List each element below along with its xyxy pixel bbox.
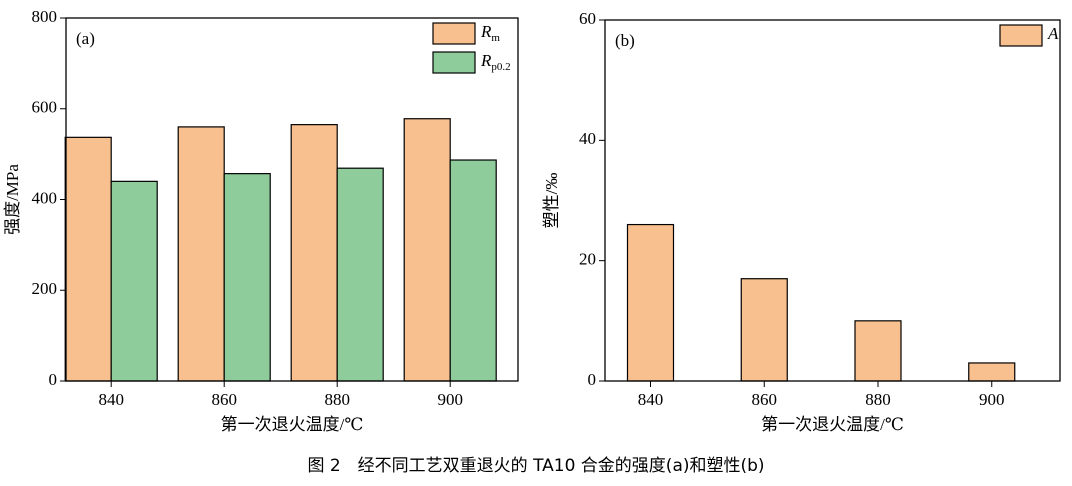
legend-label: A	[1047, 24, 1059, 43]
legend-swatch	[999, 24, 1043, 47]
legend-symbol: R	[480, 22, 492, 41]
bar	[223, 173, 271, 382]
y-axis-label: 强度/MPa	[3, 164, 22, 235]
panel-label: (b)	[615, 31, 635, 50]
legend-symbol: R	[480, 51, 492, 70]
legend-swatch	[432, 51, 476, 74]
y-tick-label: 20	[579, 250, 596, 269]
x-tick-label: 840	[638, 390, 664, 409]
y-tick-label: 60	[579, 9, 596, 28]
bar	[740, 278, 788, 382]
y-tick-label: 0	[588, 370, 597, 389]
legend-subscript: p0.2	[491, 61, 510, 73]
bar	[110, 180, 158, 382]
x-axis-label: 第一次退火温度/℃	[221, 415, 364, 434]
x-tick-label: 900	[437, 390, 463, 409]
bar	[626, 223, 675, 382]
bar	[854, 320, 902, 382]
panel-label: (a)	[76, 29, 95, 48]
y-tick-label: 800	[32, 7, 58, 26]
bar	[177, 126, 225, 382]
bar	[968, 362, 1016, 382]
y-axis-label: 塑性/‰	[542, 173, 561, 229]
y-tick-label: 0	[49, 370, 58, 389]
bar	[290, 124, 338, 382]
x-tick-label: 840	[98, 390, 124, 409]
axes-frame	[604, 19, 1061, 382]
axes-frame	[65, 17, 519, 382]
y-tick-label: 40	[579, 129, 596, 148]
x-tick-label: 880	[865, 390, 891, 409]
x-axis-label: 第一次退火温度/℃	[761, 415, 904, 434]
y-tick-label: 400	[32, 188, 58, 207]
caption: 图 2 经不同工艺双重退火的 TA10 合金的强度(a)和塑性(b)	[307, 456, 764, 476]
x-tick-label: 880	[324, 390, 350, 409]
x-tick-label: 900	[979, 390, 1005, 409]
legend-label: Rp0.2	[480, 51, 511, 73]
y-tick-label: 600	[32, 98, 58, 117]
x-tick-label: 860	[211, 390, 237, 409]
legend-label: Rm	[480, 22, 500, 44]
legend-swatch	[432, 22, 476, 45]
bar	[64, 136, 112, 382]
bar	[449, 159, 497, 382]
legend-subscript: m	[491, 32, 500, 44]
bar	[336, 167, 384, 382]
bar	[403, 118, 451, 382]
y-tick-label: 200	[32, 279, 58, 298]
x-tick-label: 860	[752, 390, 778, 409]
legend-symbol: A	[1047, 24, 1059, 43]
